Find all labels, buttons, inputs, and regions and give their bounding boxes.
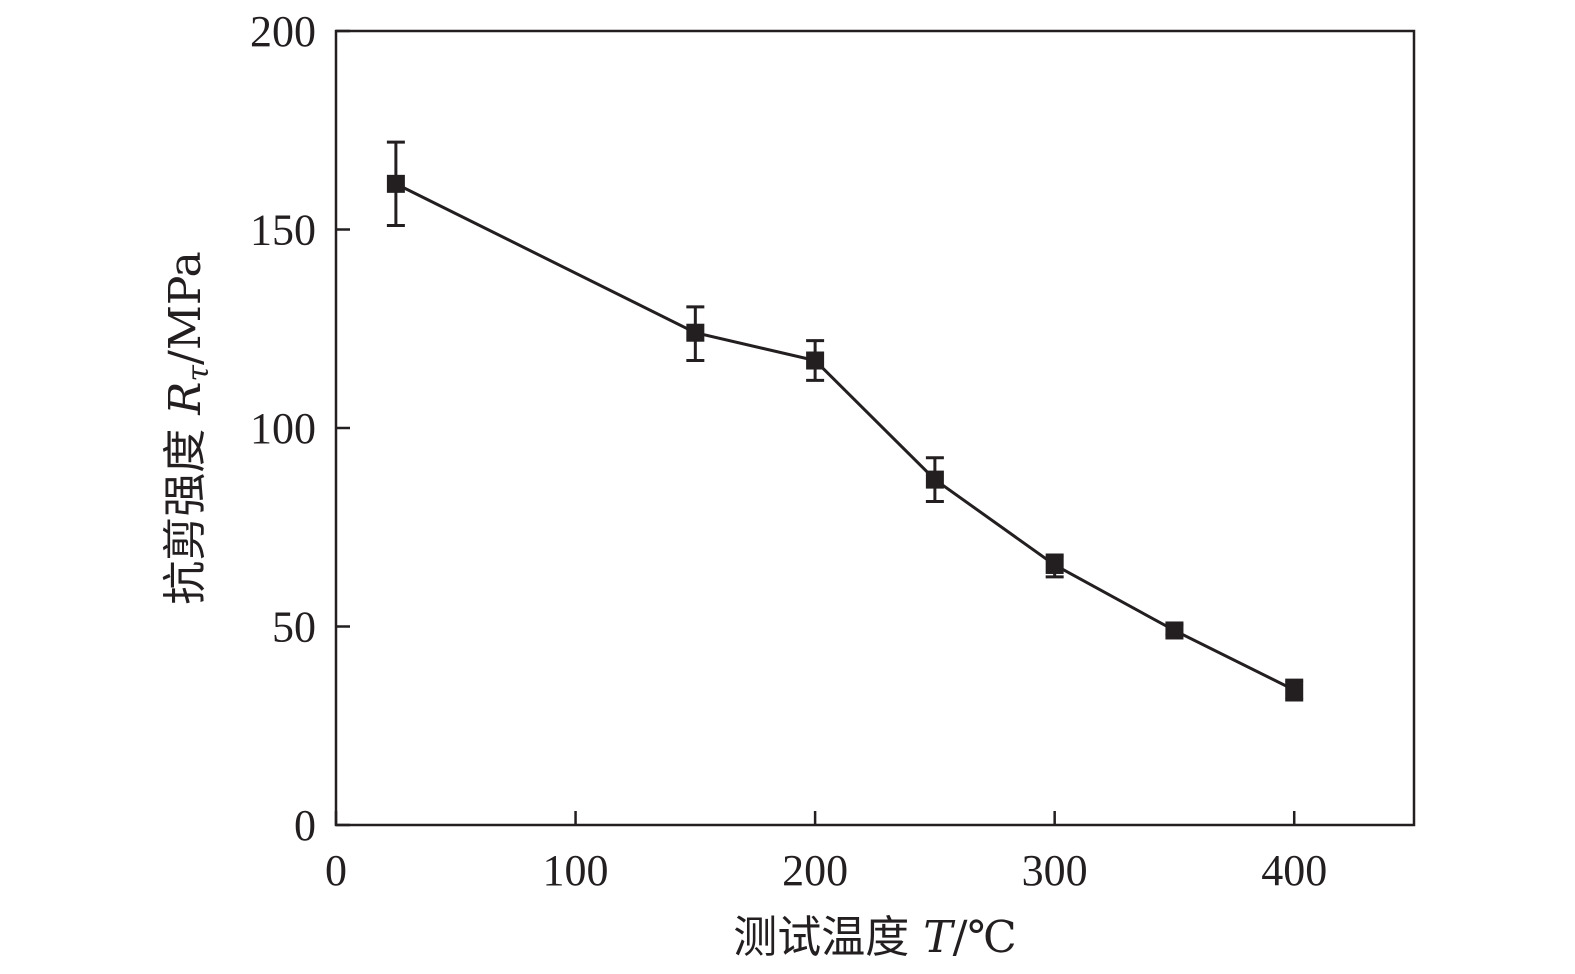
- y-tick-label: 100: [250, 404, 316, 453]
- x-tick-label: 0: [325, 846, 347, 895]
- data-point-marker: [1285, 681, 1304, 700]
- data-point-marker: [925, 470, 944, 489]
- x-axis-label: 测试温度 T/℃: [733, 912, 1016, 963]
- y-tick-label: 50: [272, 603, 316, 652]
- x-tick-label: 200: [782, 846, 848, 895]
- x-tick-label: 400: [1261, 846, 1327, 895]
- data-point-marker: [1045, 555, 1064, 574]
- data-point-marker: [386, 174, 405, 193]
- series-group: [386, 140, 1304, 702]
- data-point-marker: [1165, 621, 1184, 640]
- x-axis-label-symbol: T: [923, 912, 956, 963]
- x-tick-label: 100: [543, 846, 609, 895]
- y-axis-ticks: 0 50 100 150 200: [250, 7, 350, 850]
- y-axis-label-subscript: τ: [181, 365, 216, 382]
- y-tick-label: 200: [250, 7, 316, 56]
- y-tick-label: 0: [294, 801, 316, 850]
- data-point-marker: [806, 351, 825, 370]
- data-point-marker: [686, 323, 705, 342]
- plot-frame: [334, 29, 1416, 827]
- y-axis-label-symbol: R: [160, 382, 211, 416]
- y-tick-label: 150: [250, 206, 316, 255]
- x-axis-ticks: 0 100 200 300 400: [325, 811, 1327, 895]
- y-axis-label-prefix: 抗剪强度: [160, 415, 211, 605]
- series-line: [395, 182, 1295, 692]
- x-axis-label-prefix: 测试温度: [733, 912, 923, 963]
- x-tick-label: 300: [1022, 846, 1088, 895]
- y-axis-label: 抗剪强度 Rτ/MPa: [160, 251, 216, 605]
- y-axis-label-unit: /MPa: [160, 251, 211, 365]
- x-axis-label-unit: /℃: [953, 912, 1017, 963]
